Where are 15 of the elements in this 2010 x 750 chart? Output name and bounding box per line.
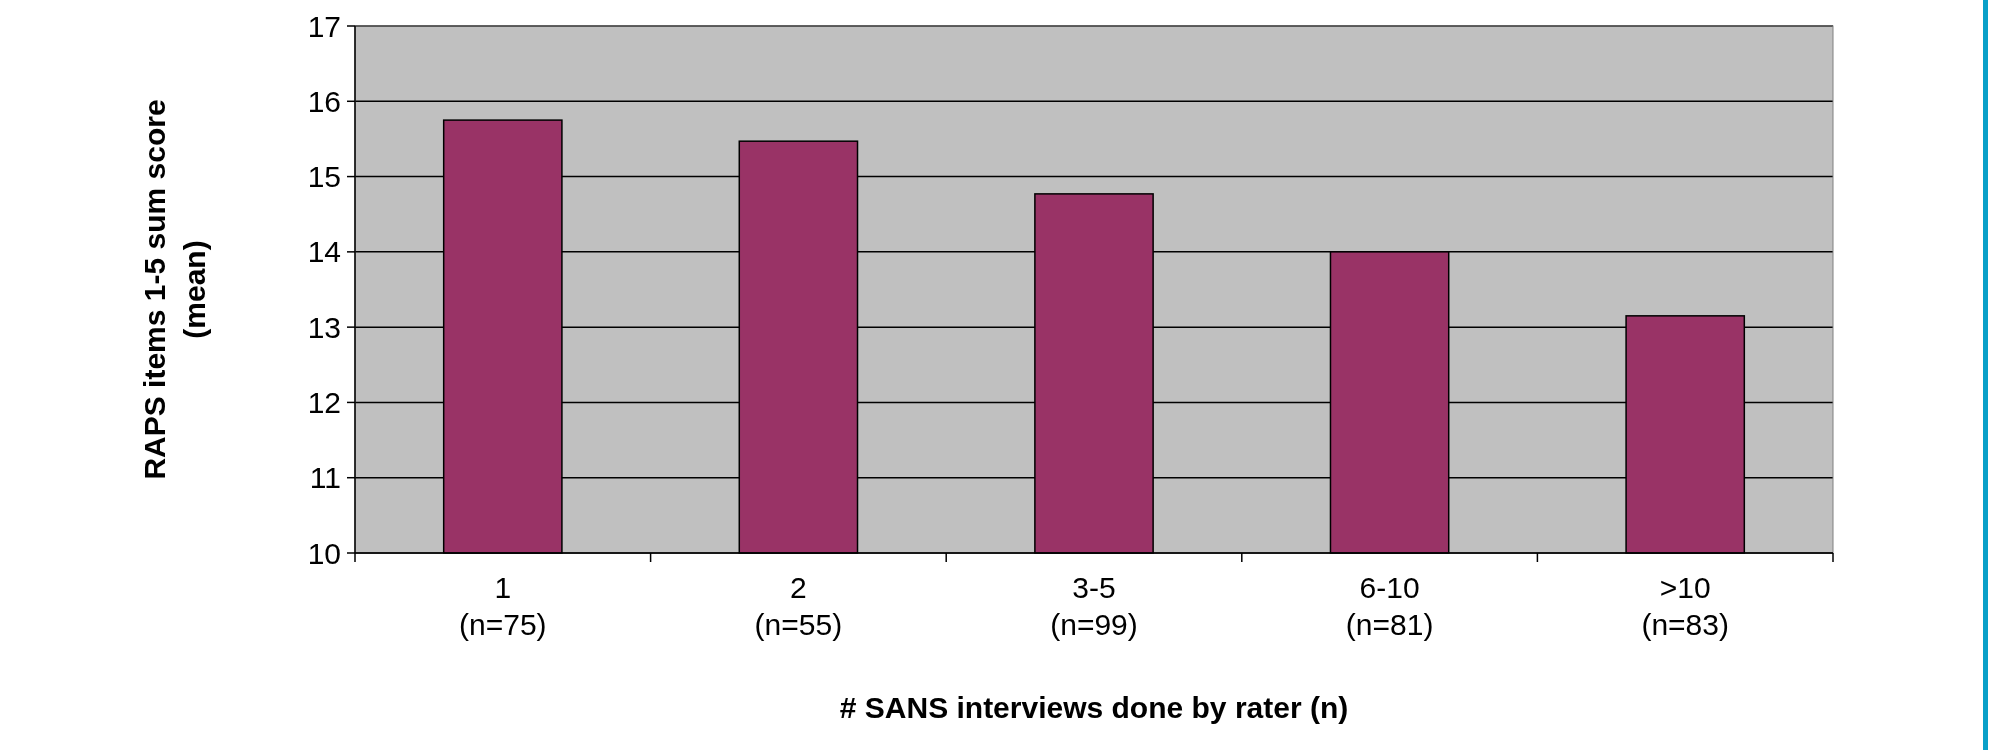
x-tick-label: >10 (n=83) [1641, 571, 1729, 641]
x-axis-title: # SANS interviews done by rater (n) [839, 691, 1349, 724]
y-tick-label: 14 [307, 235, 341, 269]
x-tick-label: 1 (n=75) [459, 571, 547, 641]
x-tick-label: 3-5 (n=99) [1050, 571, 1138, 641]
x-tick-label: 6-10 (n=81) [1345, 571, 1434, 641]
y-tick-label: 13 [307, 310, 341, 344]
y-tick-label: 12 [307, 385, 341, 419]
y-axis-title: RAPS items 1-5 sum score (mean) [138, 99, 211, 480]
x-tick-label: 2 (n=55) [754, 571, 843, 641]
y-tick-label: 15 [307, 160, 341, 194]
y-tick-label: 11 [309, 461, 341, 495]
y-tick-label: 10 [307, 536, 341, 570]
y-tick-label: 17 [307, 9, 341, 43]
y-tick-label: 16 [307, 84, 341, 118]
